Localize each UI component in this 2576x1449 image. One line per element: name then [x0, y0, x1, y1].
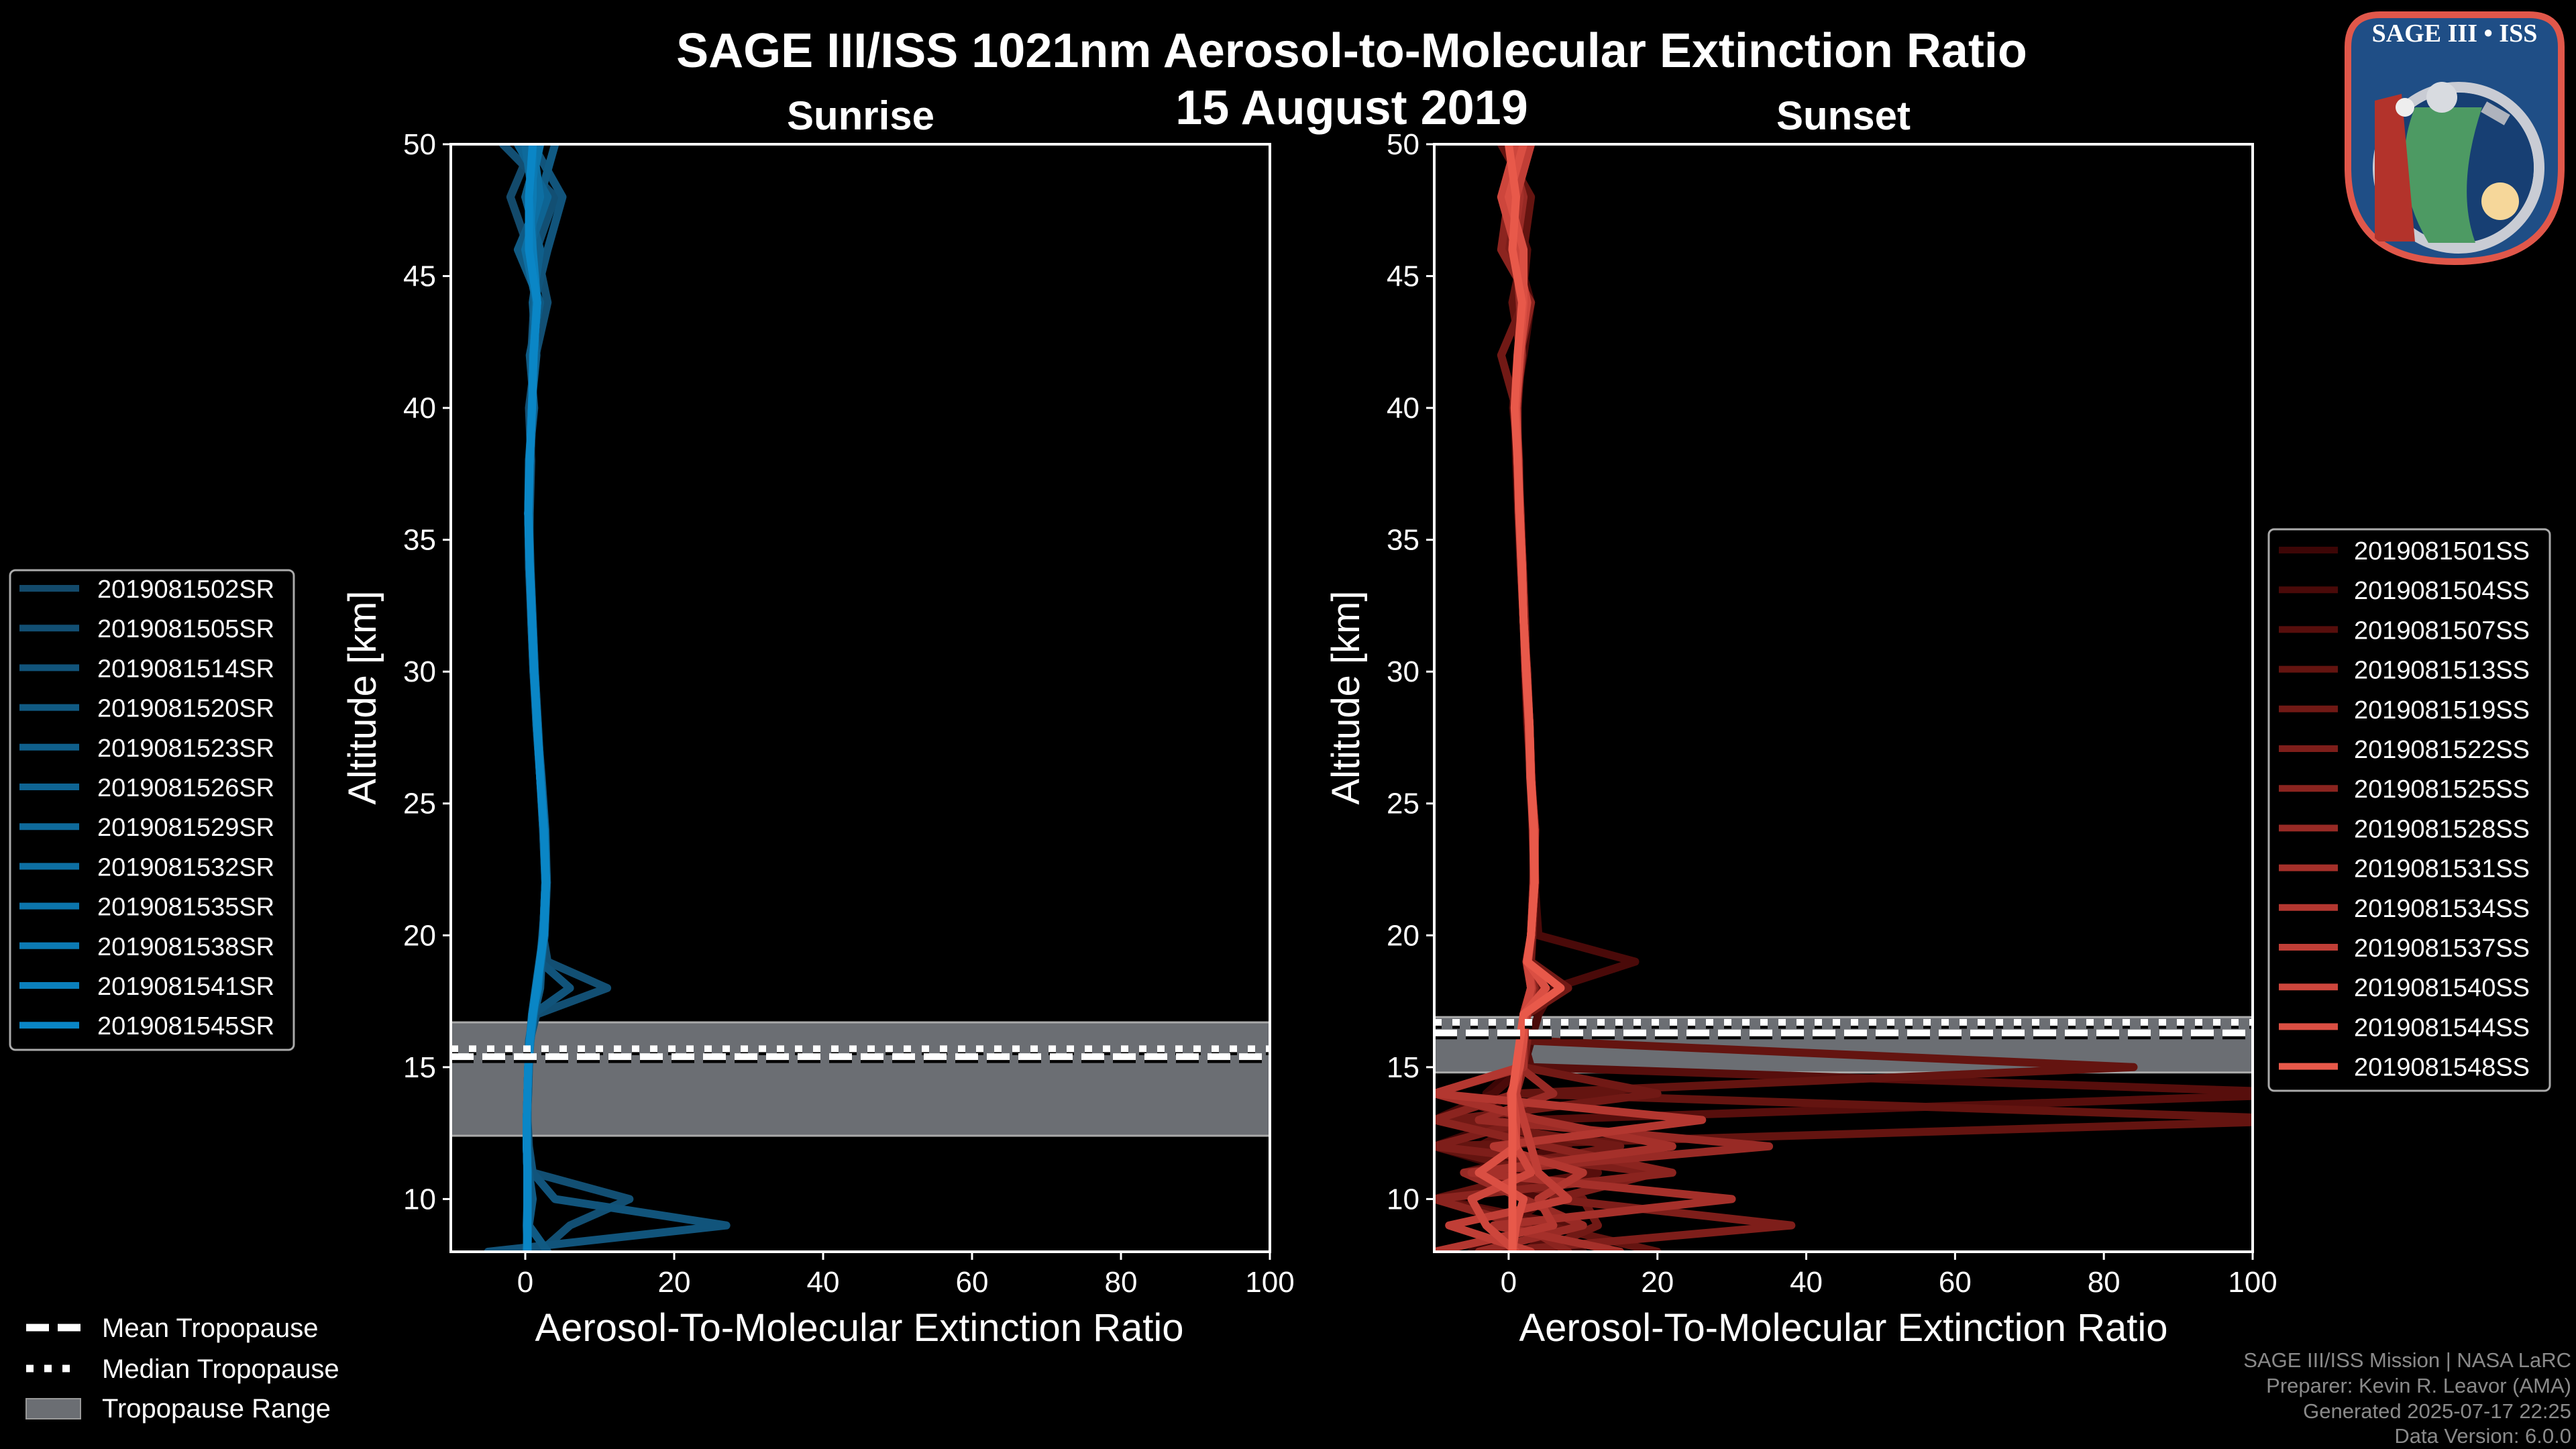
sunrise-legend: 2019081502SR 2019081505SR 2019081514SR 2019… — [9, 569, 295, 1051]
date-subtitle: 15 August 2019 — [1175, 81, 1528, 135]
y-tick-label: 25 — [403, 788, 436, 820]
y-tick-label: 30 — [1387, 655, 1419, 688]
sunset-axes-frame — [1433, 143, 2254, 1253]
x-tick-label: 0 — [517, 1266, 533, 1299]
sunrise-tropopause-range — [451, 1021, 1270, 1137]
sunrise-legend-frame — [9, 569, 295, 1051]
legend-label: 2019081504SS — [2354, 577, 2530, 605]
legend-label: 2019081501SS — [2354, 537, 2530, 566]
legend-label: 2019081522SS — [2354, 736, 2530, 764]
sunrise-x-axis-label: Aerosol-To-Molecular Extinction Ratio — [535, 1306, 1183, 1350]
tropopause-range-label: Tropopause Range — [102, 1394, 331, 1424]
y-tick-label: 40 — [1387, 392, 1419, 425]
profile-line-2019081545SR — [523, 144, 551, 1252]
tropopause-legend: Mean Tropopause Median Tropopause Tropop… — [25, 1313, 339, 1424]
x-tick-label: 60 — [1939, 1266, 1972, 1299]
sunset-legend: 2019081501SS 2019081504SS 2019081507SS 2019… — [2267, 528, 2551, 1092]
x-tick-label: 40 — [1790, 1266, 1823, 1299]
legend-label: 2019081529SR — [97, 814, 274, 842]
legend-label: 2019081526SR — [97, 774, 274, 802]
footer-preparer: Preparer: Kevin R. Leavor (AMA) — [2266, 1374, 2571, 1397]
legend-label: 2019081525SS — [2354, 775, 2530, 804]
legend-label: 2019081532SR — [97, 853, 274, 881]
y-tick-label: 10 — [403, 1183, 436, 1216]
y-tick-label: 30 — [403, 655, 436, 688]
mean-tropopause-label: Mean Tropopause — [102, 1313, 318, 1343]
median-tropopause-label: Median Tropopause — [102, 1354, 339, 1384]
sunrise-plot-area — [451, 144, 1270, 1252]
legend-label: 2019081531SS — [2354, 855, 2530, 883]
x-tick-label: 0 — [1501, 1266, 1517, 1299]
y-tick-label: 10 — [1387, 1183, 1419, 1216]
legend-label: 2019081523SR — [97, 735, 274, 763]
legend-label: 2019081513SS — [2354, 657, 2530, 685]
x-tick-label: 100 — [2228, 1266, 2277, 1299]
x-tick-label: 80 — [1105, 1266, 1138, 1299]
legend-label: 2019081519SS — [2354, 696, 2530, 724]
main-title: SAGE III/ISS 1021nm Aerosol-to-Molecular… — [676, 24, 2027, 78]
x-tick-label: 100 — [1245, 1266, 1294, 1299]
legend-label: 2019081541SR — [97, 973, 274, 1001]
sunrise-y-axis-label: Altitude [km] — [341, 590, 384, 804]
sunset-y-axis-label: Altitude [km] — [1324, 590, 1368, 804]
legend-label: 2019081514SR — [97, 655, 274, 683]
legend-label: 2019081502SR — [97, 576, 274, 604]
sunset-panel-title: Sunset — [1776, 93, 1911, 138]
y-tick-label: 15 — [403, 1051, 436, 1084]
legend-label: 2019081538SR — [97, 933, 274, 961]
footer-data-version: Data Version: 6.0.0 — [2394, 1424, 2571, 1448]
sunset-plot-area — [1434, 144, 2253, 1252]
x-tick-label: 60 — [956, 1266, 989, 1299]
legend-label: 2019081505SR — [97, 615, 274, 643]
y-tick-label: 50 — [1387, 128, 1419, 161]
y-tick-label: 15 — [1387, 1051, 1419, 1084]
sunset-x-axis-label: Aerosol-To-Molecular Extinction Ratio — [1519, 1306, 2167, 1350]
footer-mission: SAGE III/ISS Mission | NASA LaRC — [2243, 1348, 2571, 1372]
y-tick-label: 25 — [1387, 788, 1419, 820]
logo-title: SAGE III • ISS — [2372, 19, 2538, 48]
legend-label: 2019081540SS — [2354, 974, 2530, 1002]
sunset-legend-frame — [2267, 528, 2551, 1092]
y-tick-label: 50 — [403, 128, 436, 161]
sunset-plot: 10 15 20 25 30 35 40 45 50 0 20 40 60 80 100 — [1387, 128, 2277, 1299]
sage-iii-iss-mission-logo: SAGE III • ISS — [2345, 11, 2565, 266]
legend-label: 2019081548SS — [2354, 1054, 2530, 1082]
x-tick-label: 20 — [1641, 1266, 1674, 1299]
x-tick-label: 40 — [807, 1266, 840, 1299]
footer-generated: Generated 2025-07-17 22:25 — [2303, 1399, 2571, 1423]
tropopause-range-swatch — [25, 1398, 81, 1419]
y-tick-label: 35 — [1387, 524, 1419, 557]
profile-line-2019081548SS — [1504, 144, 1565, 1252]
legend-label: 2019081520SR — [97, 695, 274, 723]
sunrise-axes-frame — [449, 143, 1271, 1253]
legend-label: 2019081544SS — [2354, 1014, 2530, 1042]
y-tick-label: 45 — [1387, 260, 1419, 293]
footer-credits: SAGE III/ISS Mission | NASA LaRC Prepare… — [2243, 1348, 2571, 1448]
legend-label: 2019081507SS — [2354, 616, 2530, 645]
sunrise-panel-title: Sunrise — [787, 93, 934, 138]
sunrise-plot: 10 15 20 25 30 35 40 45 50 0 20 40 60 80 100 — [403, 128, 1295, 1299]
legend-label: 2019081528SS — [2354, 815, 2530, 843]
y-tick-label: 45 — [403, 260, 436, 293]
y-tick-label: 20 — [403, 919, 436, 952]
y-tick-label: 40 — [403, 392, 436, 425]
y-tick-label: 35 — [403, 524, 436, 557]
legend-label: 2019081534SS — [2354, 895, 2530, 923]
legend-label: 2019081537SS — [2354, 934, 2530, 963]
legend-label: 2019081535SR — [97, 894, 274, 922]
x-tick-label: 20 — [658, 1266, 691, 1299]
y-tick-label: 20 — [1387, 919, 1419, 952]
x-tick-label: 80 — [2088, 1266, 2121, 1299]
legend-label: 2019081545SR — [97, 1012, 274, 1040]
